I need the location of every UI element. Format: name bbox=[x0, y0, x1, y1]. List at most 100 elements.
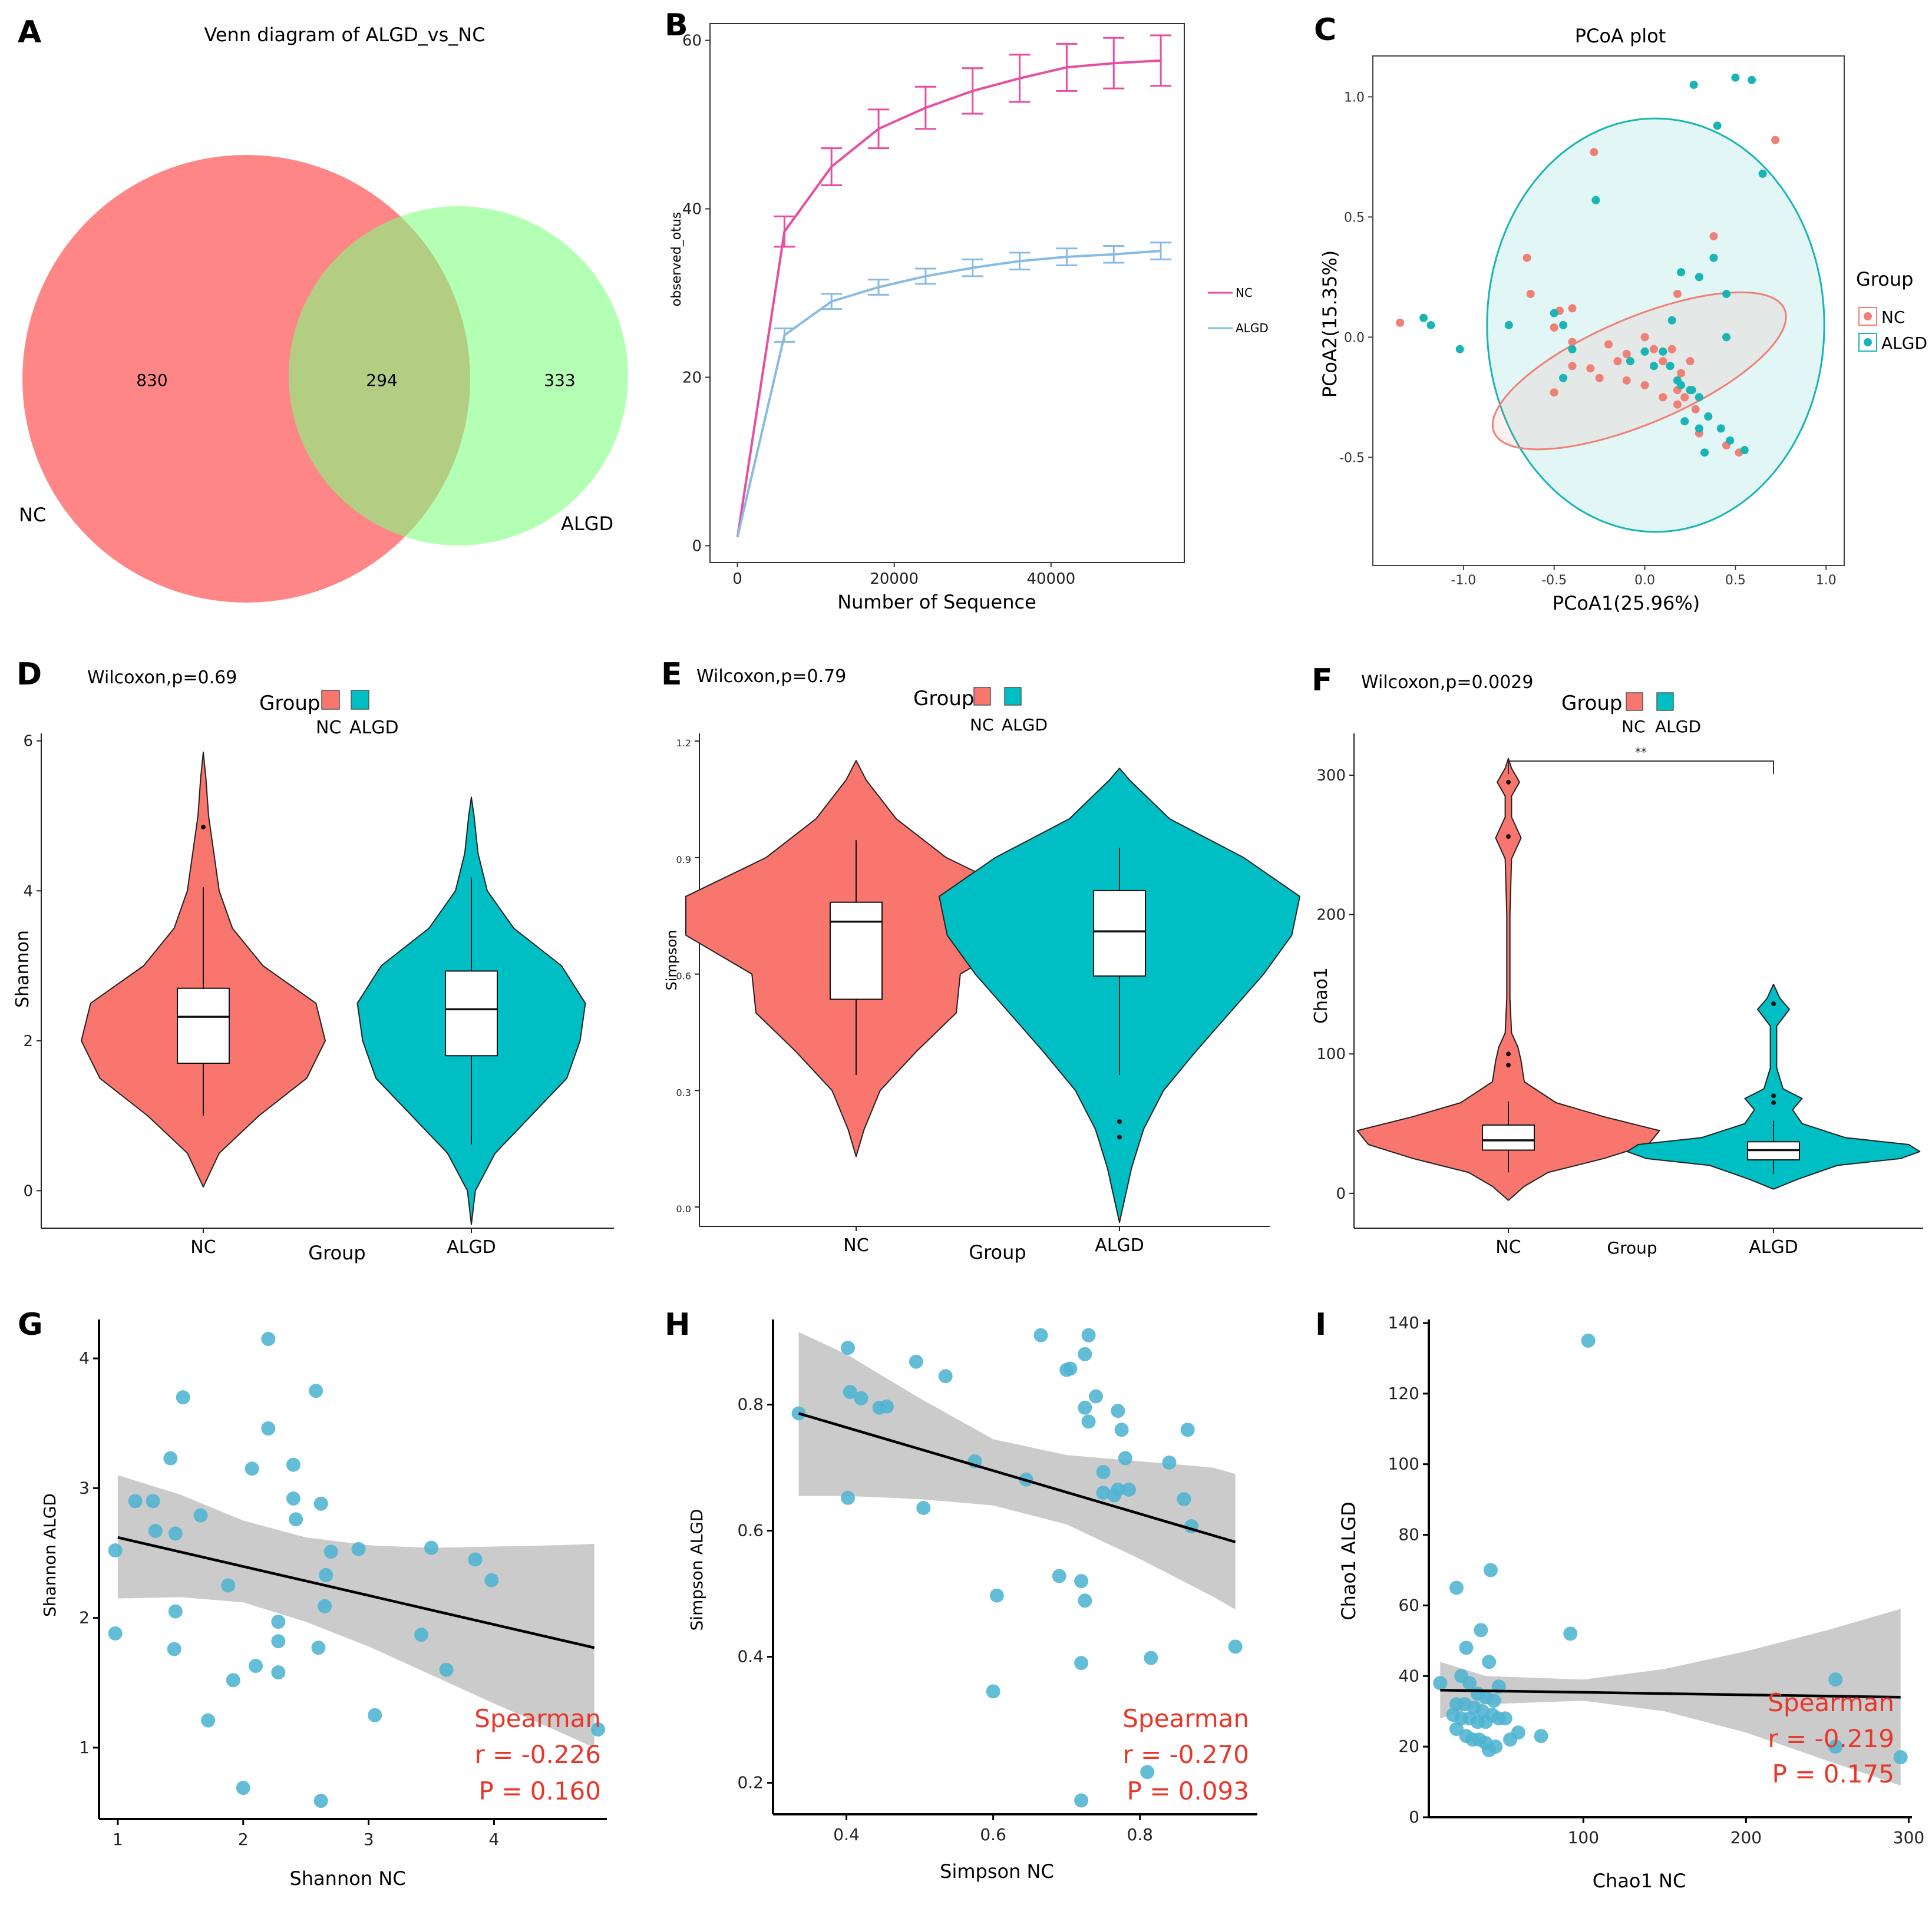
y-tick-label: 2 bbox=[79, 1608, 90, 1628]
pcoa-point-nc bbox=[1396, 318, 1405, 327]
pcoa-point-nc bbox=[1667, 345, 1676, 353]
pcoa-point-nc bbox=[1709, 232, 1718, 241]
y-tick-label: 40 bbox=[682, 201, 702, 219]
x-tick-label: 300 bbox=[1893, 1828, 1924, 1847]
pcoa-legend-label-algd: ALGD bbox=[1881, 333, 1927, 353]
data-point bbox=[313, 1496, 328, 1511]
y-tick-label: 1 bbox=[79, 1738, 90, 1757]
data-point bbox=[311, 1641, 326, 1655]
ylabel-d: Shannon bbox=[12, 930, 33, 1008]
pcoa-point-algd bbox=[1591, 196, 1600, 204]
data-point bbox=[484, 1573, 499, 1588]
outlier-point bbox=[1506, 779, 1511, 785]
x-tick-label: 20000 bbox=[870, 570, 919, 588]
pcoa-point-algd bbox=[1695, 424, 1703, 433]
data-point bbox=[201, 1713, 216, 1728]
pcoa-point-nc bbox=[1568, 338, 1577, 346]
pcoa-point-nc bbox=[1523, 253, 1531, 262]
y-tick-label: 0.2 bbox=[737, 1772, 764, 1792]
legend-label-nc-d: NC bbox=[316, 717, 341, 738]
legend-title-f: Group bbox=[1561, 692, 1623, 715]
x-tick-label: NC bbox=[1495, 1237, 1521, 1258]
legend-label-algd: ALGD bbox=[1236, 321, 1269, 335]
pcoa-point-nc bbox=[1640, 381, 1649, 389]
data-point bbox=[1096, 1464, 1111, 1479]
outlier-point bbox=[1506, 1063, 1511, 1068]
pcoa-point-algd bbox=[1748, 75, 1756, 84]
ylabel-h: Simpson ALGD bbox=[687, 1509, 706, 1631]
data-point bbox=[313, 1794, 328, 1808]
legend-label-nc-f: NC bbox=[1621, 717, 1646, 736]
y-tick-label: 100 bbox=[1388, 1454, 1419, 1474]
panel-c-pcoa: C PCoA plot -0.5 0.0 0.5 1.0 -1.0 -0.5 0.0 0.5 1… bbox=[1314, 12, 1927, 614]
legend-title-d: Group bbox=[259, 692, 321, 715]
data-point bbox=[1487, 1694, 1501, 1708]
data-point bbox=[1478, 1715, 1493, 1729]
pcoa-point-nc bbox=[1680, 393, 1689, 402]
x-tick-label: 0.5 bbox=[1725, 573, 1746, 588]
pcoa-point-algd bbox=[1568, 345, 1577, 353]
data-point bbox=[1118, 1451, 1132, 1466]
y-tick-label: 80 bbox=[1398, 1525, 1419, 1544]
panel-label-a: A bbox=[18, 15, 41, 50]
data-point bbox=[854, 1391, 868, 1405]
y-tick-label: 1.0 bbox=[1344, 90, 1365, 105]
outlier-point bbox=[1771, 1100, 1776, 1106]
ylabel-f: Chao1 bbox=[1311, 967, 1332, 1024]
pcoa-point-algd bbox=[1716, 424, 1725, 433]
x-tick-label: ALGD bbox=[1095, 1235, 1144, 1256]
pcoa-point-algd bbox=[1667, 316, 1676, 325]
data-point bbox=[1449, 1580, 1464, 1595]
data-point bbox=[1462, 1676, 1477, 1691]
y-tick-label: 200 bbox=[1316, 907, 1346, 924]
y-tick-label: 0 bbox=[23, 1182, 33, 1200]
spearman-label-g: Spearman bbox=[474, 1704, 601, 1733]
pcoa-point-nc bbox=[1590, 148, 1599, 157]
confidence-band bbox=[117, 1475, 595, 1748]
y-tick-label: 20 bbox=[1398, 1737, 1419, 1756]
pcoa-point-algd bbox=[1649, 362, 1658, 371]
venn-circle-algd bbox=[289, 206, 628, 545]
pcoa-point-algd bbox=[1680, 417, 1689, 426]
ylabel-g: Shannon ALGD bbox=[40, 1493, 60, 1617]
xlabel-e: Group bbox=[969, 1241, 1026, 1264]
panel-label-e: E bbox=[661, 657, 682, 692]
data-point bbox=[286, 1457, 300, 1472]
pcoa-point-algd bbox=[1713, 121, 1722, 130]
spearman-p-g: P = 0.160 bbox=[479, 1777, 601, 1805]
data-point bbox=[1228, 1639, 1243, 1654]
pcoa-legend-label-nc: NC bbox=[1881, 307, 1905, 327]
data-point bbox=[1482, 1743, 1497, 1758]
pcoa-point-algd bbox=[1726, 436, 1735, 445]
xlabel-h: Simpson NC bbox=[940, 1860, 1054, 1883]
x-tick-label: 2 bbox=[238, 1830, 249, 1849]
data-point bbox=[880, 1399, 894, 1414]
pcoa-point-algd bbox=[1666, 362, 1675, 371]
pcoa-point-algd bbox=[1731, 73, 1740, 82]
spearman-p-i: P = 0.175 bbox=[1772, 1760, 1894, 1788]
data-point bbox=[1111, 1404, 1125, 1418]
data-point bbox=[909, 1354, 923, 1369]
pcoa-point-nc bbox=[1568, 304, 1577, 313]
x-tick-label: 4 bbox=[489, 1830, 500, 1849]
x-tick-label: 0 bbox=[732, 570, 742, 588]
stat-text-f: Wilcoxon,p=0.0029 bbox=[1361, 672, 1534, 693]
pcoa-point-algd bbox=[1758, 169, 1767, 178]
venn-count-intersection: 294 bbox=[366, 371, 397, 390]
data-point bbox=[309, 1384, 323, 1398]
legend-label-nc: NC bbox=[1236, 286, 1253, 300]
pcoa-point-algd bbox=[1695, 273, 1703, 282]
spearman-r-g: r = -0.226 bbox=[474, 1740, 601, 1769]
data-point bbox=[1449, 1722, 1464, 1737]
pcoa-point-nc bbox=[1526, 289, 1535, 298]
data-point bbox=[236, 1781, 250, 1795]
data-point bbox=[1581, 1333, 1596, 1348]
pcoa-point-algd bbox=[1426, 320, 1435, 329]
data-point bbox=[1052, 1569, 1066, 1583]
outlier-point bbox=[201, 825, 206, 830]
panel-label-c: C bbox=[1314, 12, 1336, 48]
spearman-r-h: r = -0.270 bbox=[1122, 1740, 1249, 1769]
x-tick-label: 1.0 bbox=[1816, 573, 1837, 588]
panel-label-h: H bbox=[665, 1307, 691, 1342]
